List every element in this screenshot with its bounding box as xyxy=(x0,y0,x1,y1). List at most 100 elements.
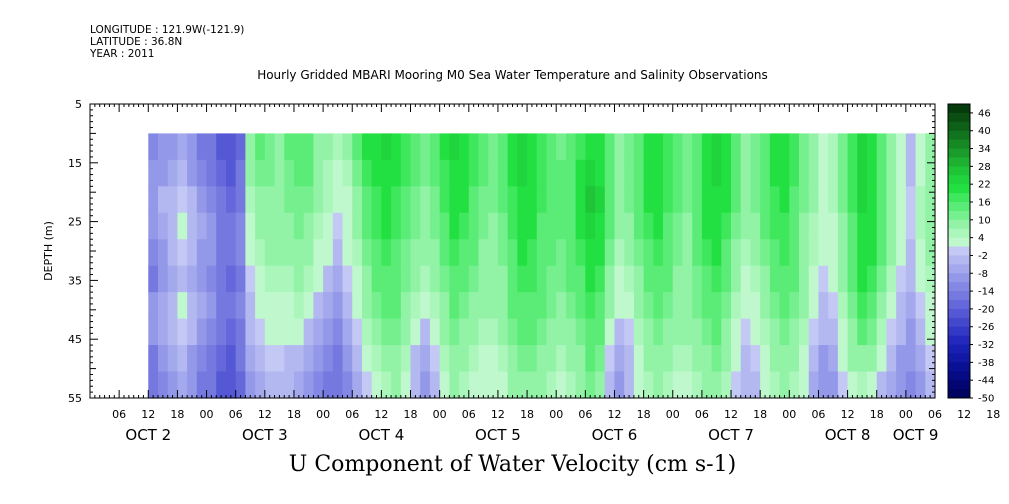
heatmap-cell xyxy=(478,133,489,161)
heatmap-cell xyxy=(323,265,334,293)
heatmap-cell xyxy=(672,133,684,161)
heatmap-cell xyxy=(352,345,363,373)
heatmap-cell xyxy=(643,212,654,240)
heatmap-cell xyxy=(157,212,169,240)
heatmap-cell xyxy=(361,265,373,293)
heatmap-cell xyxy=(769,159,781,187)
heatmap-cell xyxy=(692,159,703,187)
heatmap-cell xyxy=(595,371,606,399)
heatmap-cell xyxy=(701,265,713,293)
heatmap-cell xyxy=(779,292,790,320)
heatmap-cell xyxy=(867,265,878,293)
heatmap-cell xyxy=(653,212,664,240)
heatmap-cell xyxy=(799,371,810,399)
heatmap-cell xyxy=(497,133,509,161)
heatmap-cell xyxy=(828,239,839,267)
heatmap-cell xyxy=(216,345,227,373)
heatmap-cell xyxy=(235,212,247,240)
heatmap-cell xyxy=(701,186,713,214)
heatmap-cell xyxy=(478,292,489,320)
heatmap-cell xyxy=(264,239,276,267)
heatmap-cell xyxy=(255,186,266,214)
heatmap-cell xyxy=(565,265,577,293)
heatmap-cell xyxy=(663,239,674,267)
x-tick-label: 18 xyxy=(287,408,301,421)
heatmap-cell xyxy=(361,212,373,240)
heatmap-cell xyxy=(187,292,198,320)
heatmap-cell xyxy=(536,371,548,399)
heatmap-cell xyxy=(837,371,849,399)
heatmap-cell xyxy=(546,212,557,240)
heatmap-cell xyxy=(255,318,266,346)
heatmap-cell xyxy=(779,239,790,267)
heatmap-cell xyxy=(711,186,722,214)
heatmap-cell xyxy=(293,265,305,293)
heatmap-cell xyxy=(886,318,897,346)
heatmap-cell xyxy=(488,345,499,373)
colorbar-swatch xyxy=(948,246,970,256)
heatmap-cell xyxy=(585,186,596,214)
heatmap-cell xyxy=(216,265,227,293)
heatmap-cell xyxy=(449,186,460,214)
heatmap-cell xyxy=(585,212,596,240)
heatmap-cell xyxy=(556,133,567,161)
heatmap-cell xyxy=(886,239,897,267)
colorbar-swatch xyxy=(948,371,970,381)
heatmap-cell xyxy=(342,239,353,267)
heatmap-cell xyxy=(556,159,567,187)
heatmap-cell xyxy=(420,133,431,161)
heatmap-cell xyxy=(828,265,839,293)
heatmap-cell xyxy=(925,345,936,373)
x-tick-label: 18 xyxy=(404,408,418,421)
heatmap-cell xyxy=(449,318,460,346)
heatmap-cell xyxy=(371,186,382,214)
heatmap-cell xyxy=(624,186,635,214)
heatmap-cell xyxy=(663,318,674,346)
heatmap-cell xyxy=(653,318,664,346)
heatmap-cell xyxy=(595,159,606,187)
heatmap-cell xyxy=(701,371,713,399)
heatmap-cell xyxy=(604,265,616,293)
heatmap-cell xyxy=(381,265,392,293)
heatmap-cell xyxy=(468,265,480,293)
heatmap-cell xyxy=(604,318,616,346)
heatmap-cell xyxy=(410,212,421,240)
heatmap-cell xyxy=(604,239,616,267)
heatmap-cell xyxy=(886,212,897,240)
heatmap-cell xyxy=(497,265,509,293)
heatmap-cell xyxy=(478,371,489,399)
heatmap-cell xyxy=(439,318,450,346)
heatmap-cell xyxy=(420,292,431,320)
heatmap-cell xyxy=(604,212,616,240)
heatmap-cell xyxy=(177,371,188,399)
heatmap-cell xyxy=(264,345,276,373)
x-tick-label: 12 xyxy=(141,408,155,421)
heatmap-cell xyxy=(187,159,198,187)
heatmap-cell xyxy=(293,133,305,161)
heatmap-cell xyxy=(488,186,499,214)
heatmap-cell xyxy=(536,318,548,346)
heatmap-cell xyxy=(293,186,305,214)
heatmap-cell xyxy=(575,292,586,320)
heatmap-cell xyxy=(915,239,926,267)
heatmap-cell xyxy=(148,212,159,240)
heatmap-cell xyxy=(643,133,654,161)
heatmap-cell xyxy=(429,371,441,399)
heatmap-cell xyxy=(196,318,208,346)
heatmap-cell xyxy=(595,212,606,240)
heatmap-cell xyxy=(527,212,538,240)
heatmap-cell xyxy=(799,159,810,187)
heatmap-cell xyxy=(711,345,722,373)
heatmap-cell xyxy=(167,239,179,267)
heatmap-cell xyxy=(313,318,324,346)
heatmap-cell xyxy=(245,265,256,293)
heatmap-cell xyxy=(429,239,441,267)
heatmap-cell xyxy=(818,159,829,187)
heatmap-cell xyxy=(400,318,412,346)
heatmap-cell xyxy=(769,133,781,161)
heatmap-cell xyxy=(371,345,382,373)
heatmap-cell xyxy=(692,239,703,267)
heatmap-cell xyxy=(245,318,256,346)
heatmap-cell xyxy=(896,186,907,214)
